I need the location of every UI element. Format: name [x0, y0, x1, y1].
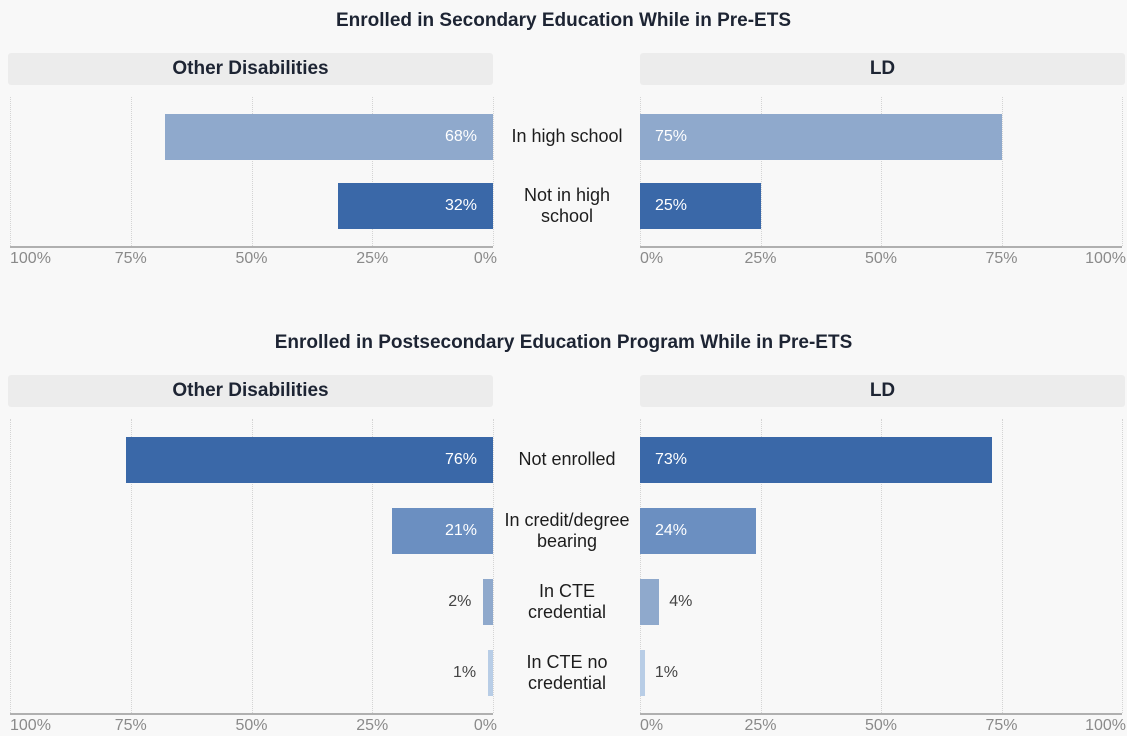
x-tick-label: 50% [864, 717, 898, 734]
value-label: 21% [444, 521, 477, 539]
category-label: Not enrolled [518, 449, 616, 469]
x-tick-label: 50% [864, 250, 898, 267]
bar [488, 649, 493, 696]
bar [164, 113, 493, 160]
x-tick-label: 25% [744, 250, 777, 267]
grid-line [493, 97, 494, 246]
grid-line [1001, 419, 1003, 713]
grid-line [881, 97, 882, 246]
panel-header: LD [640, 375, 1125, 407]
bar [338, 183, 493, 230]
grid-line [372, 97, 374, 246]
category-label: In CTE no credential [526, 651, 608, 693]
x-axis [10, 246, 493, 248]
x-tick-label: 50% [235, 717, 268, 734]
grid-line [130, 97, 132, 246]
x-tick-label: 0% [473, 250, 497, 267]
x-tick-label: 0% [640, 717, 664, 734]
x-tick-label: 75% [985, 717, 1018, 734]
value-label: 1% [654, 663, 678, 681]
category-label: In CTE credential [527, 580, 607, 622]
grid-line [372, 419, 374, 713]
x-tick-label: 75% [114, 717, 147, 734]
value-label: 1% [453, 663, 477, 681]
grid-line [130, 419, 132, 713]
chart-title: Enrolled in Secondary Education While in… [335, 10, 792, 31]
x-tick-label: 50% [235, 250, 268, 267]
x-tick-label: 100% [1085, 250, 1126, 267]
bar [640, 578, 660, 625]
value-label: 75% [655, 127, 688, 145]
value-label: 76% [444, 450, 477, 468]
bar [640, 113, 1002, 160]
x-axis [10, 713, 493, 715]
grid-line [640, 97, 641, 246]
value-label: 68% [444, 127, 477, 145]
grid-line [1122, 97, 1123, 246]
grid-line [1122, 419, 1123, 713]
bar [640, 436, 992, 483]
x-tick-label: 0% [640, 250, 664, 267]
grid-line [640, 419, 641, 713]
bar [640, 183, 761, 230]
category-label: In high school [511, 126, 623, 147]
grid-line [251, 97, 253, 246]
grid-line [10, 419, 11, 713]
grid-line [493, 419, 494, 713]
value-label: 24% [655, 521, 688, 539]
x-tick-label: 100% [10, 717, 51, 734]
grid-line [251, 419, 253, 713]
grid-line [1001, 97, 1003, 246]
x-tick-label: 25% [356, 717, 389, 734]
category-label: Not in high school [523, 185, 611, 227]
x-tick-label: 25% [744, 717, 777, 734]
grid-line [760, 419, 762, 713]
bar [483, 578, 493, 625]
value-label: 32% [444, 197, 477, 215]
panel-header: Other Disabilities [8, 375, 493, 407]
x-tick-label: 0% [473, 717, 497, 734]
value-label: 4% [669, 592, 693, 610]
chart-title: Enrolled in Postsecondary Education Prog… [274, 332, 853, 353]
x-tick-label: 25% [356, 250, 389, 267]
grid-line [881, 419, 882, 713]
value-label: 73% [655, 450, 688, 468]
x-tick-label: 100% [10, 250, 51, 267]
x-tick-label: 75% [114, 250, 147, 267]
panel-header: Other Disabilities [8, 53, 493, 85]
grid-line [760, 97, 762, 246]
bar [391, 507, 493, 554]
value-label: 2% [448, 592, 472, 610]
panel-header: LD [640, 53, 1125, 85]
value-label: 25% [655, 197, 688, 215]
x-tick-label: 75% [985, 250, 1018, 267]
x-axis [640, 246, 1122, 248]
x-tick-label: 100% [1085, 717, 1126, 734]
grid-line [10, 97, 11, 246]
bar [640, 649, 645, 696]
x-axis [640, 713, 1122, 715]
bar [125, 436, 493, 483]
bar [640, 507, 756, 554]
category-label: In credit/degree bearing [504, 509, 630, 551]
